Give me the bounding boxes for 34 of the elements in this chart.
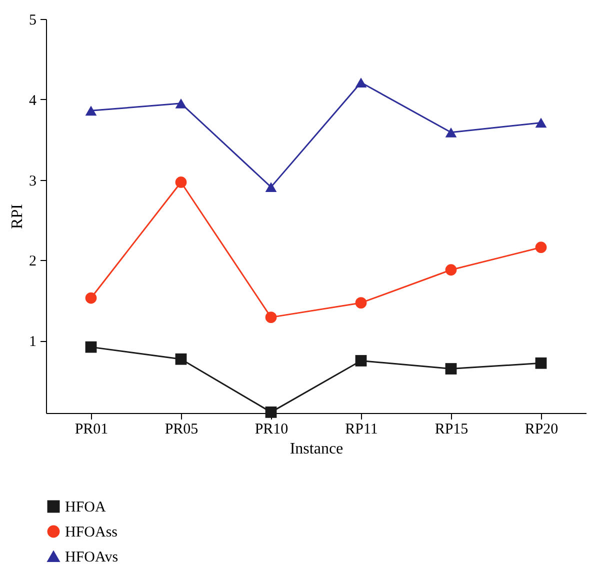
point: [265, 182, 277, 192]
point: [265, 406, 277, 418]
point: [535, 242, 547, 254]
point: [85, 106, 97, 116]
point: [355, 78, 367, 88]
legend-label: HFOAss: [65, 524, 118, 540]
point: [535, 118, 547, 128]
x-tick-label: PR10: [254, 422, 288, 438]
x-axis-title: Instance: [290, 440, 344, 458]
point: [175, 353, 187, 365]
y-tick-label: 1: [29, 334, 36, 350]
point: [175, 98, 187, 108]
x-tick-label: RP20: [524, 422, 558, 438]
point: [85, 341, 97, 353]
point: [85, 292, 97, 304]
x-tick-label: RP11: [345, 422, 378, 438]
point: [355, 355, 367, 366]
y-axis-title: RPI: [9, 204, 26, 229]
point: [445, 264, 457, 276]
x-tick-label: PR01: [74, 422, 108, 438]
point: [265, 312, 277, 324]
point: [175, 176, 187, 188]
point: [535, 357, 547, 369]
x-tick-label: PR05: [164, 422, 198, 438]
point: [445, 127, 457, 138]
x-tick-label: RP15: [434, 422, 468, 438]
y-tick-label: 4: [29, 92, 37, 109]
y-tick-label: 3: [29, 173, 36, 190]
point: [355, 297, 367, 309]
y-tick-label: 2: [29, 254, 36, 270]
legend-label: HFOA: [65, 500, 106, 516]
y-tick-label: 5: [29, 12, 36, 28]
point: [445, 363, 457, 374]
legend-label: HFOAvs: [65, 550, 118, 565]
